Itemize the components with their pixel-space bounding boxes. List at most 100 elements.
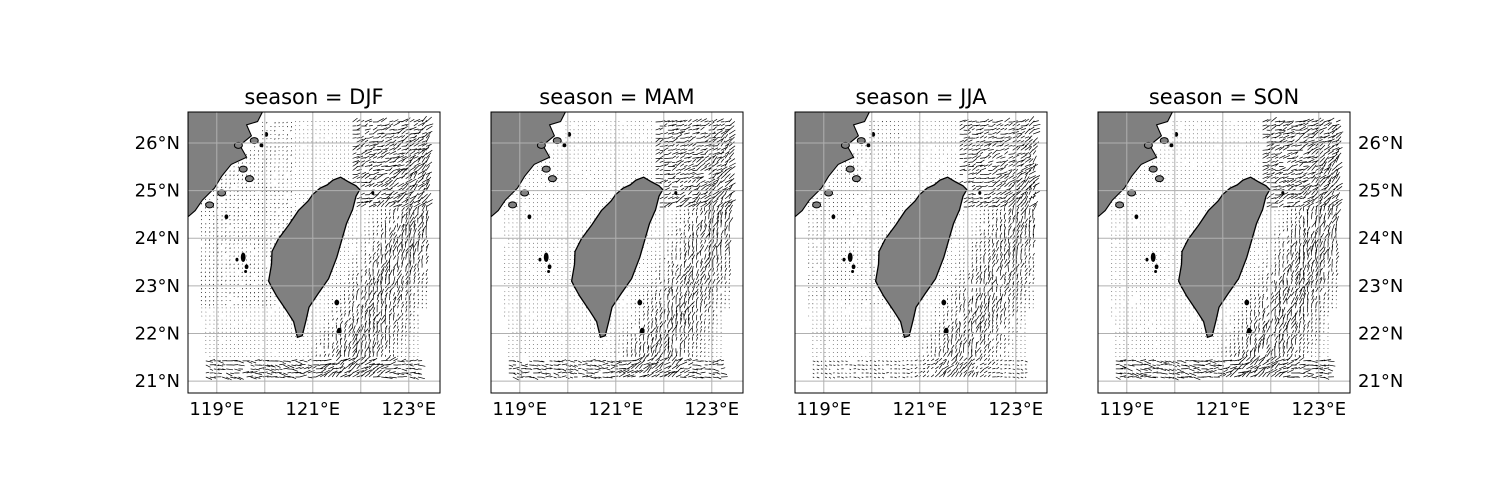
small-island	[637, 299, 643, 306]
lon-tick-label: 123°E	[381, 399, 436, 420]
lat-tick-label: 25°N	[1358, 181, 1403, 202]
lon-tick-label: 123°E	[988, 399, 1043, 420]
small-island	[842, 257, 846, 262]
small-island	[1169, 143, 1174, 148]
coastal-island	[238, 165, 248, 173]
small-island	[244, 270, 248, 274]
map-frame	[1097, 111, 1351, 394]
lon-tick-label: 123°E	[684, 399, 739, 420]
coastal-island	[1154, 175, 1164, 183]
coastal-island	[1127, 189, 1137, 197]
small-island	[371, 191, 375, 195]
small-island	[244, 264, 249, 270]
coastal-island	[856, 137, 866, 145]
coastal-island	[552, 137, 562, 145]
panel-title: season = JJA	[855, 85, 987, 109]
lon-tick-label: 123°E	[1291, 399, 1346, 420]
coastal-island	[541, 165, 551, 173]
lat-tick-label: 22°N	[1358, 323, 1403, 344]
lat-tick-label: 24°N	[135, 228, 180, 249]
quiver-vectors	[504, 118, 736, 381]
small-island	[235, 257, 239, 262]
small-island	[978, 191, 982, 195]
taiwan-island-land	[570, 176, 664, 339]
gridlines	[188, 112, 440, 393]
lon-tick-label: 119°E	[796, 399, 851, 420]
coastal-island	[1148, 165, 1158, 173]
coastal-island	[217, 189, 227, 197]
quiver-vectors	[1111, 116, 1344, 381]
small-island	[851, 264, 856, 270]
small-island	[538, 257, 542, 262]
quiver-vectors	[200, 115, 434, 381]
panel-title: season = MAM	[539, 85, 694, 109]
lat-tick-label: 21°N	[1358, 371, 1403, 392]
small-island	[1246, 327, 1252, 335]
small-island	[334, 299, 340, 306]
coastal-island	[824, 189, 834, 197]
lat-tick-label: 23°N	[135, 276, 180, 297]
small-island	[851, 270, 855, 274]
small-island	[562, 143, 567, 148]
gridlines	[491, 112, 743, 393]
lon-tick-label: 121°E	[588, 399, 643, 420]
small-island	[847, 252, 853, 263]
coastal-island	[812, 201, 822, 209]
lat-tick-label: 22°N	[135, 323, 180, 344]
small-island	[943, 327, 949, 335]
small-island	[941, 299, 947, 306]
small-island	[224, 214, 229, 220]
lat-tick-label: 25°N	[135, 181, 180, 202]
panel-title: season = DJF	[244, 85, 383, 109]
lat-tick-label: 21°N	[135, 371, 180, 392]
small-island	[1244, 299, 1250, 306]
lon-tick-label: 121°E	[285, 399, 340, 420]
taiwan-island-land	[874, 176, 968, 339]
taiwan-island-land	[1177, 176, 1271, 339]
lon-tick-label: 119°E	[1099, 399, 1154, 420]
small-island	[547, 270, 551, 274]
small-island	[259, 143, 264, 148]
small-island	[866, 143, 871, 148]
lat-tick-label: 24°N	[1358, 228, 1403, 249]
small-island	[1154, 264, 1159, 270]
coastal-island	[547, 175, 557, 183]
coastal-island	[536, 141, 546, 149]
panel-title: season = SON	[1149, 85, 1299, 109]
coastal-island	[1159, 137, 1169, 145]
lat-tick-label: 23°N	[1358, 276, 1403, 297]
small-island	[639, 327, 645, 335]
coastal-island	[851, 175, 861, 183]
small-island	[527, 214, 532, 220]
small-island	[543, 252, 549, 263]
coastal-island	[840, 141, 850, 149]
small-island	[336, 327, 342, 335]
small-island	[547, 264, 552, 270]
small-island	[1154, 270, 1158, 274]
small-island	[1145, 257, 1149, 262]
map-panel-jja: season = JJA 119°E 121°E 123°E	[794, 85, 1048, 420]
taiwan-island-land	[267, 176, 361, 339]
small-island	[240, 252, 246, 263]
coastal-island	[508, 201, 518, 209]
coastal-island	[244, 175, 254, 183]
small-island	[1281, 191, 1285, 195]
coastal-island	[233, 141, 243, 149]
small-island	[674, 191, 678, 195]
quiver-vectors	[808, 116, 1041, 379]
coastal-island	[520, 189, 530, 197]
lon-tick-label: 121°E	[1195, 399, 1250, 420]
coastal-island	[845, 165, 855, 173]
small-island	[1134, 214, 1139, 220]
map-frame	[187, 111, 441, 394]
lon-tick-label: 119°E	[492, 399, 547, 420]
coastal-island	[205, 201, 215, 209]
map-panel-djf: season = DJF 119°E 121°E 123°E 21°N 22°N 23°N 2…	[135, 85, 441, 420]
gridlines	[1098, 112, 1350, 393]
lat-tick-label: 26°N	[1358, 133, 1403, 154]
coastal-island	[1143, 141, 1153, 149]
lon-tick-label: 119°E	[189, 399, 244, 420]
coastal-island	[249, 137, 259, 145]
gridlines	[795, 112, 1047, 393]
